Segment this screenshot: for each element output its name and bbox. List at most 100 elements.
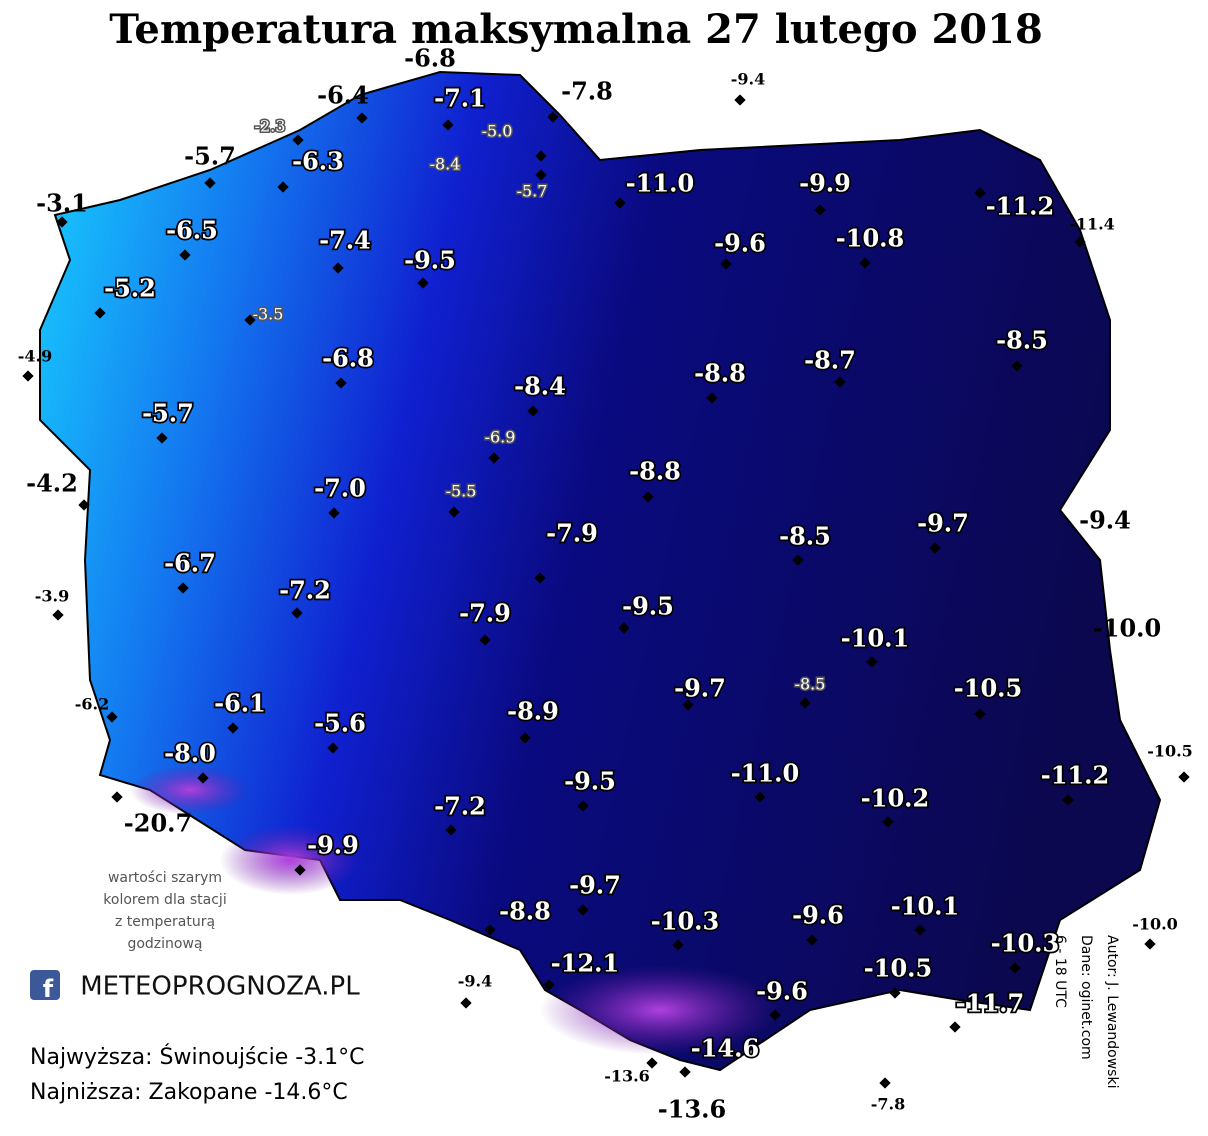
station-dot — [335, 377, 347, 389]
station-label: -3.1 — [36, 189, 88, 218]
station-dot — [1062, 794, 1074, 806]
station-dot — [479, 634, 491, 646]
station-label: -6.8 — [322, 344, 374, 373]
title: Temperatura maksymalna 27 lutego 2018 — [109, 6, 1043, 53]
station-dot — [642, 491, 654, 503]
station-label: -7.8 — [561, 77, 613, 106]
station-label: -5.7 — [517, 182, 548, 201]
credit-line: 6 - 18 UTC — [1052, 935, 1068, 1008]
station-dot — [769, 1009, 781, 1021]
summary: Najwyższa: Świnoujście -3.1°C Najniższa: … — [30, 1044, 365, 1105]
station-dot — [177, 582, 189, 594]
station-dot — [799, 697, 811, 709]
mountains — [220, 825, 360, 895]
station-label: -10.8 — [836, 224, 904, 253]
station-label: -10.2 — [861, 784, 929, 813]
station-label: -10.5 — [864, 954, 932, 983]
station-dot — [706, 392, 718, 404]
station-label: -9.7 — [569, 871, 621, 900]
station-label: -8.8 — [629, 457, 681, 486]
station-label: -14.6 — [691, 1034, 759, 1063]
station-dot — [332, 262, 344, 274]
station-label: -8.9 — [507, 697, 559, 726]
station-label: -6.2 — [75, 695, 109, 714]
station-dot — [1074, 236, 1086, 248]
svg-text:f: f — [43, 975, 54, 1003]
station-label: -8.5 — [779, 522, 831, 551]
station-label: -5.2 — [104, 274, 156, 303]
station-dot — [682, 699, 694, 711]
station-label: -8.8 — [694, 359, 746, 388]
station-dot — [859, 257, 871, 269]
station-label: -3.5 — [253, 305, 284, 324]
station-label: -3.9 — [35, 587, 69, 606]
station-label: -4.9 — [18, 347, 52, 366]
station-dot — [672, 939, 684, 951]
station-label: -11.4 — [1069, 215, 1115, 234]
station-label: -7.9 — [459, 599, 511, 628]
station-dot — [111, 791, 123, 803]
credit-line: Autor: J. Lewandowski — [1104, 935, 1120, 1088]
station-label: -6.3 — [292, 147, 344, 176]
station-label: -9.5 — [622, 592, 674, 621]
station-label: -12.1 — [551, 949, 619, 978]
station-label: -6.8 — [404, 44, 456, 73]
summary-line: Najniższa: Zakopane -14.6°C — [30, 1080, 348, 1105]
station-label: -7.0 — [314, 474, 366, 503]
station-dot — [618, 622, 630, 634]
station-dot — [679, 1066, 691, 1078]
station-label: -7.9 — [546, 519, 598, 548]
station-dot — [204, 177, 216, 189]
station-dot — [227, 722, 239, 734]
note-line: z temperaturą — [115, 914, 215, 930]
mountains — [540, 965, 780, 1055]
station-label: -11.0 — [731, 759, 799, 788]
station-label: -7.1 — [434, 84, 486, 113]
station-label: -9.9 — [799, 169, 851, 198]
station-dot — [734, 94, 746, 106]
station-dot — [417, 277, 429, 289]
station-label: -9.5 — [564, 767, 616, 796]
note-line: kolorem dla stacji — [103, 892, 226, 908]
station-label: -9.4 — [458, 972, 492, 991]
station-label: -8.7 — [804, 346, 856, 375]
note: wartości szarym kolorem dla stacji z tempe… — [103, 870, 226, 952]
station-dot — [889, 987, 901, 999]
station-dot — [535, 169, 547, 181]
station-label: -5.0 — [482, 122, 513, 141]
station-dot — [488, 452, 500, 464]
station-dot — [974, 708, 986, 720]
credits: Autor: J. Lewandowski Dane: oginet.com 6 -… — [1052, 935, 1120, 1088]
station-label: -8.5 — [996, 326, 1048, 355]
station-dot — [806, 934, 818, 946]
station-label: -5.6 — [314, 709, 366, 738]
logo-text: METEOPROGNOZA.PL — [80, 972, 360, 1002]
station-label: -6.5 — [166, 216, 218, 245]
station-label: -11.2 — [1041, 761, 1109, 790]
station-label: -8.5 — [795, 675, 826, 694]
station-dot — [792, 554, 804, 566]
station-label: -9.6 — [792, 901, 844, 930]
station-label: -9.9 — [307, 831, 359, 860]
station-dot — [1011, 360, 1023, 372]
station-dot — [484, 924, 496, 936]
station-label: -10.0 — [1132, 915, 1178, 934]
station-dot — [1144, 938, 1156, 950]
station-dot — [974, 187, 986, 199]
station-label: -9.5 — [404, 246, 456, 275]
station-dot — [814, 204, 826, 216]
station-dot — [527, 405, 539, 417]
station-dot — [879, 1077, 891, 1089]
station-label: -10.3 — [991, 929, 1059, 958]
station-dot — [866, 656, 878, 668]
station-dot — [22, 370, 34, 382]
station-dot — [448, 506, 460, 518]
station-label: -2.3 — [255, 117, 286, 136]
station-dot — [577, 904, 589, 916]
station-dot — [646, 1057, 658, 1069]
station-label: -20.7 — [124, 809, 192, 838]
station-dot — [328, 507, 340, 519]
station-label: -9.4 — [731, 70, 765, 89]
station-dot — [197, 772, 209, 784]
